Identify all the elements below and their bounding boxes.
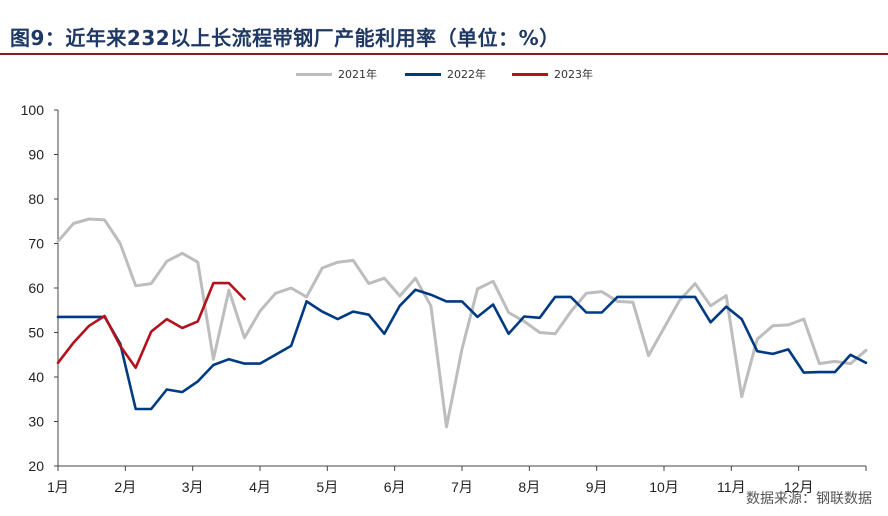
x-tick-label: 10月 bbox=[649, 479, 679, 495]
x-tick-label: 2月 bbox=[114, 479, 136, 495]
x-tick-label: 7月 bbox=[451, 479, 473, 495]
data-source-note: 数据来源：钢联数据 bbox=[746, 491, 872, 507]
x-tick-label: 3月 bbox=[182, 479, 204, 495]
series-line-2022年 bbox=[56, 288, 868, 411]
legend-swatch-2022 bbox=[405, 72, 441, 76]
x-tick-label: 11月 bbox=[717, 479, 746, 495]
x-tick-label: 1月 bbox=[47, 479, 69, 495]
y-tick-label: 90 bbox=[28, 147, 44, 163]
y-tick-label: 30 bbox=[28, 414, 44, 430]
y-tick-label: 100 bbox=[21, 102, 45, 118]
legend: 2021年 2022年 2023年 bbox=[0, 66, 888, 82]
y-tick-label: 60 bbox=[28, 280, 44, 296]
x-tick-label: 9月 bbox=[586, 479, 608, 495]
y-tick-label: 70 bbox=[28, 236, 44, 252]
x-tick-label: 8月 bbox=[518, 479, 540, 495]
x-tick-label: 12月 bbox=[784, 479, 814, 495]
x-tick-label: 6月 bbox=[384, 479, 406, 495]
series-line-2021年 bbox=[56, 217, 868, 429]
x-tick-label: 5月 bbox=[316, 479, 338, 495]
y-tick-label: 40 bbox=[28, 369, 44, 385]
legend-swatch-2023 bbox=[512, 72, 548, 76]
legend-label-2023: 2023年 bbox=[554, 68, 593, 81]
legend-swatch-2021 bbox=[296, 72, 332, 76]
x-tick-label: 4月 bbox=[249, 479, 271, 495]
legend-item-2022: 2022年 bbox=[405, 66, 486, 82]
y-tick-label: 80 bbox=[28, 191, 44, 207]
title-underline bbox=[0, 53, 888, 55]
y-tick-label: 50 bbox=[28, 325, 44, 341]
legend-item-2023: 2023年 bbox=[512, 66, 593, 82]
legend-label-2021: 2021年 bbox=[338, 68, 377, 81]
series-line-2023年 bbox=[56, 281, 246, 370]
chart-title: 图9：近年来232以上长流程带钢厂产能利用率（单位：%） bbox=[10, 26, 560, 50]
legend-label-2022: 2022年 bbox=[447, 68, 486, 81]
legend-item-2021: 2021年 bbox=[296, 66, 377, 82]
y-tick-label: 20 bbox=[28, 458, 44, 474]
